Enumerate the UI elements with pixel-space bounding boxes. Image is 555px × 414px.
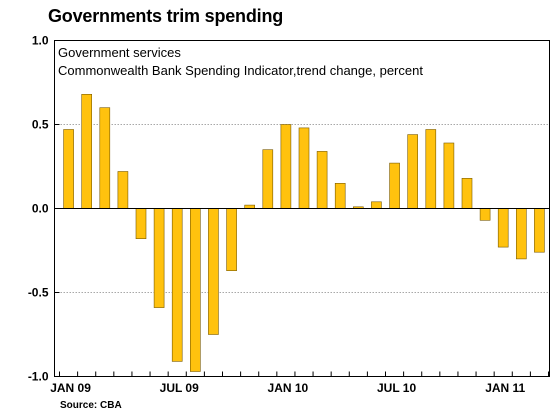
- bar: [153, 208, 165, 308]
- x-tick-label: JUL 10: [377, 381, 416, 395]
- y-tick-label: 1.0: [32, 34, 49, 48]
- bar: [407, 134, 419, 209]
- y-tick-label: 0.0: [32, 202, 49, 216]
- bar: [316, 151, 328, 209]
- bar: [262, 149, 274, 209]
- y-tick-label: -0.5: [28, 286, 49, 300]
- bars: [63, 94, 545, 372]
- chart-subtitle-line-2: Commonwealth Bank Spending Indicator,tre…: [58, 63, 423, 78]
- y-axis: 1.0 0.5 0.0 -0.5 -1.0: [28, 34, 60, 384]
- chart-title: Governments trim spending: [48, 6, 284, 26]
- bar: [280, 124, 292, 209]
- y-tick-label: 0.5: [32, 118, 49, 132]
- x-tick-label: JUL 09: [160, 381, 199, 395]
- bar: [63, 129, 74, 209]
- bar: [425, 129, 437, 209]
- bar: [99, 107, 111, 209]
- x-tick-label: JAN 11: [485, 381, 525, 395]
- bar: [443, 142, 455, 209]
- x-tick-label: JAN 09: [50, 381, 91, 395]
- bar: [389, 162, 400, 209]
- bar: [117, 171, 129, 209]
- bar: [479, 208, 491, 221]
- bar: [497, 208, 509, 248]
- bar: [298, 127, 310, 209]
- bar: [534, 208, 545, 253]
- y-tick-label: -1.0: [28, 370, 49, 384]
- chart-subtitle-line-1: Government services: [58, 45, 181, 60]
- bar: [190, 208, 201, 372]
- bar: [208, 208, 219, 335]
- bar: [515, 208, 527, 260]
- bar: [81, 94, 92, 209]
- x-axis: JAN 09 JUL 09 JAN 10 JUL 10 JAN 11: [50, 371, 549, 395]
- source-note: Source: CBA: [60, 400, 122, 411]
- bar: [244, 204, 255, 209]
- bar: [461, 178, 473, 209]
- bar: [171, 208, 183, 362]
- bar: [334, 183, 346, 209]
- bar: [135, 208, 147, 240]
- x-tick-label: JAN 10: [268, 381, 309, 395]
- bar: [371, 201, 382, 209]
- bar: [226, 208, 237, 272]
